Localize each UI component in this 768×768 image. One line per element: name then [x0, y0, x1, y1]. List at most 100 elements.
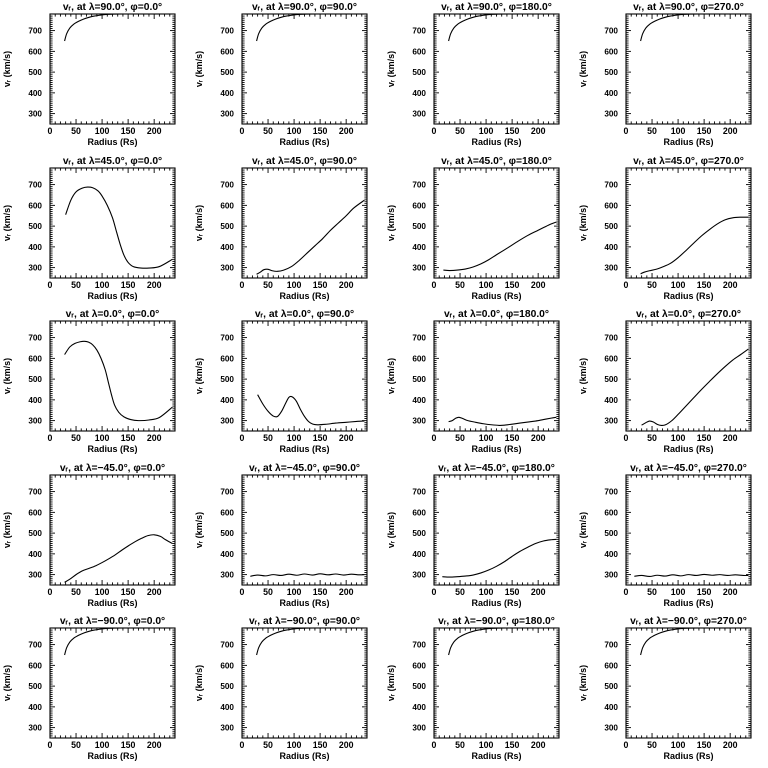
svg-text:500: 500 — [412, 222, 426, 231]
svg-text:300: 300 — [604, 417, 618, 426]
svg-text:Radius (Rs): Radius (Rs) — [88, 137, 138, 147]
svg-text:vᵣ, at λ=−45.0°, φ=90.0°: vᵣ, at λ=−45.0°, φ=90.0° — [249, 463, 360, 474]
svg-text:100: 100 — [287, 280, 302, 290]
svg-text:300: 300 — [412, 570, 426, 579]
svg-text:50: 50 — [263, 433, 273, 443]
svg-text:600: 600 — [220, 201, 234, 210]
svg-text:400: 400 — [220, 89, 234, 98]
svg-text:700: 700 — [28, 180, 42, 189]
svg-text:vᵣ, at λ=45.0°, φ=270.0°: vᵣ, at λ=45.0°, φ=270.0° — [633, 156, 744, 167]
svg-text:150: 150 — [313, 587, 328, 597]
svg-text:500: 500 — [28, 529, 42, 538]
svg-text:100: 100 — [671, 433, 686, 443]
svg-text:150: 150 — [505, 433, 520, 443]
svg-text:600: 600 — [604, 355, 618, 364]
svg-text:vᵣ (km/s): vᵣ (km/s) — [386, 358, 396, 394]
svg-text:vᵣ (km/s): vᵣ (km/s) — [194, 204, 204, 240]
svg-text:700: 700 — [220, 27, 234, 36]
svg-text:150: 150 — [697, 587, 712, 597]
svg-text:500: 500 — [220, 222, 234, 231]
svg-text:vᵣ, at λ=45.0°, φ=0.0°: vᵣ, at λ=45.0°, φ=0.0° — [63, 156, 162, 167]
svg-text:150: 150 — [313, 433, 328, 443]
svg-text:700: 700 — [412, 180, 426, 189]
svg-text:200: 200 — [531, 587, 546, 597]
svg-text:0: 0 — [240, 280, 245, 290]
svg-text:400: 400 — [412, 89, 426, 98]
svg-text:700: 700 — [28, 487, 42, 496]
svg-text:200: 200 — [531, 433, 546, 443]
svg-text:150: 150 — [121, 740, 136, 750]
svg-text:vᵣ (km/s): vᵣ (km/s) — [386, 51, 396, 87]
svg-text:100: 100 — [671, 587, 686, 597]
svg-text:500: 500 — [604, 68, 618, 77]
svg-text:500: 500 — [604, 222, 618, 231]
svg-text:700: 700 — [604, 334, 618, 343]
svg-text:700: 700 — [220, 180, 234, 189]
svg-text:0: 0 — [240, 433, 245, 443]
svg-text:0: 0 — [624, 433, 629, 443]
svg-text:600: 600 — [604, 508, 618, 517]
svg-text:0: 0 — [624, 280, 629, 290]
svg-text:600: 600 — [412, 508, 426, 517]
svg-text:50: 50 — [71, 587, 81, 597]
svg-text:150: 150 — [313, 280, 328, 290]
svg-text:50: 50 — [71, 433, 81, 443]
svg-text:200: 200 — [339, 280, 354, 290]
svg-text:vᵣ (km/s): vᵣ (km/s) — [578, 358, 588, 394]
svg-text:vᵣ (km/s): vᵣ (km/s) — [386, 204, 396, 240]
svg-text:100: 100 — [479, 587, 494, 597]
svg-text:50: 50 — [71, 740, 81, 750]
svg-text:vᵣ (km/s): vᵣ (km/s) — [194, 358, 204, 394]
svg-text:vᵣ (km/s): vᵣ (km/s) — [2, 512, 12, 548]
svg-text:500: 500 — [604, 529, 618, 538]
svg-text:400: 400 — [412, 703, 426, 712]
svg-text:0: 0 — [624, 740, 629, 750]
svg-text:50: 50 — [455, 587, 465, 597]
svg-text:500: 500 — [604, 375, 618, 384]
svg-text:400: 400 — [28, 89, 42, 98]
svg-text:700: 700 — [412, 334, 426, 343]
svg-text:700: 700 — [604, 487, 618, 496]
svg-text:300: 300 — [412, 263, 426, 272]
svg-text:vᵣ (km/s): vᵣ (km/s) — [578, 204, 588, 240]
svg-text:600: 600 — [412, 355, 426, 364]
svg-text:500: 500 — [412, 375, 426, 384]
svg-text:400: 400 — [220, 703, 234, 712]
svg-text:400: 400 — [604, 242, 618, 251]
svg-text:600: 600 — [412, 201, 426, 210]
svg-text:600: 600 — [28, 47, 42, 56]
svg-text:vᵣ, at λ=90.0°, φ=270.0°: vᵣ, at λ=90.0°, φ=270.0° — [633, 2, 744, 13]
svg-text:300: 300 — [220, 570, 234, 579]
svg-text:150: 150 — [505, 126, 520, 136]
svg-text:400: 400 — [412, 550, 426, 559]
svg-text:200: 200 — [339, 433, 354, 443]
svg-text:vᵣ, at λ=−90.0°, φ=90.0°: vᵣ, at λ=−90.0°, φ=90.0° — [249, 616, 360, 627]
svg-text:700: 700 — [28, 641, 42, 650]
svg-text:50: 50 — [263, 587, 273, 597]
svg-text:50: 50 — [647, 126, 657, 136]
svg-text:100: 100 — [95, 587, 110, 597]
svg-text:vᵣ, at λ=−45.0°, φ=180.0°: vᵣ, at λ=−45.0°, φ=180.0° — [438, 463, 555, 474]
svg-text:300: 300 — [28, 263, 42, 272]
svg-text:600: 600 — [220, 508, 234, 517]
svg-text:50: 50 — [263, 740, 273, 750]
svg-text:100: 100 — [671, 126, 686, 136]
svg-text:vᵣ (km/s): vᵣ (km/s) — [578, 512, 588, 548]
svg-text:50: 50 — [455, 740, 465, 750]
svg-text:vᵣ, at λ=−90.0°, φ=0.0°: vᵣ, at λ=−90.0°, φ=0.0° — [60, 616, 165, 627]
svg-text:500: 500 — [28, 682, 42, 691]
svg-text:300: 300 — [28, 724, 42, 733]
svg-text:100: 100 — [671, 280, 686, 290]
svg-text:100: 100 — [95, 740, 110, 750]
svg-text:100: 100 — [287, 433, 302, 443]
svg-text:200: 200 — [531, 126, 546, 136]
svg-text:50: 50 — [647, 433, 657, 443]
svg-text:Radius (Rs): Radius (Rs) — [88, 291, 138, 301]
svg-text:150: 150 — [697, 126, 712, 136]
svg-text:0: 0 — [624, 587, 629, 597]
svg-text:vᵣ, at λ=0.0°, φ=90.0°: vᵣ, at λ=0.0°, φ=90.0° — [255, 309, 354, 320]
svg-text:Radius (Rs): Radius (Rs) — [664, 444, 714, 454]
svg-text:0: 0 — [432, 126, 437, 136]
svg-text:0: 0 — [624, 126, 629, 136]
svg-text:150: 150 — [697, 740, 712, 750]
